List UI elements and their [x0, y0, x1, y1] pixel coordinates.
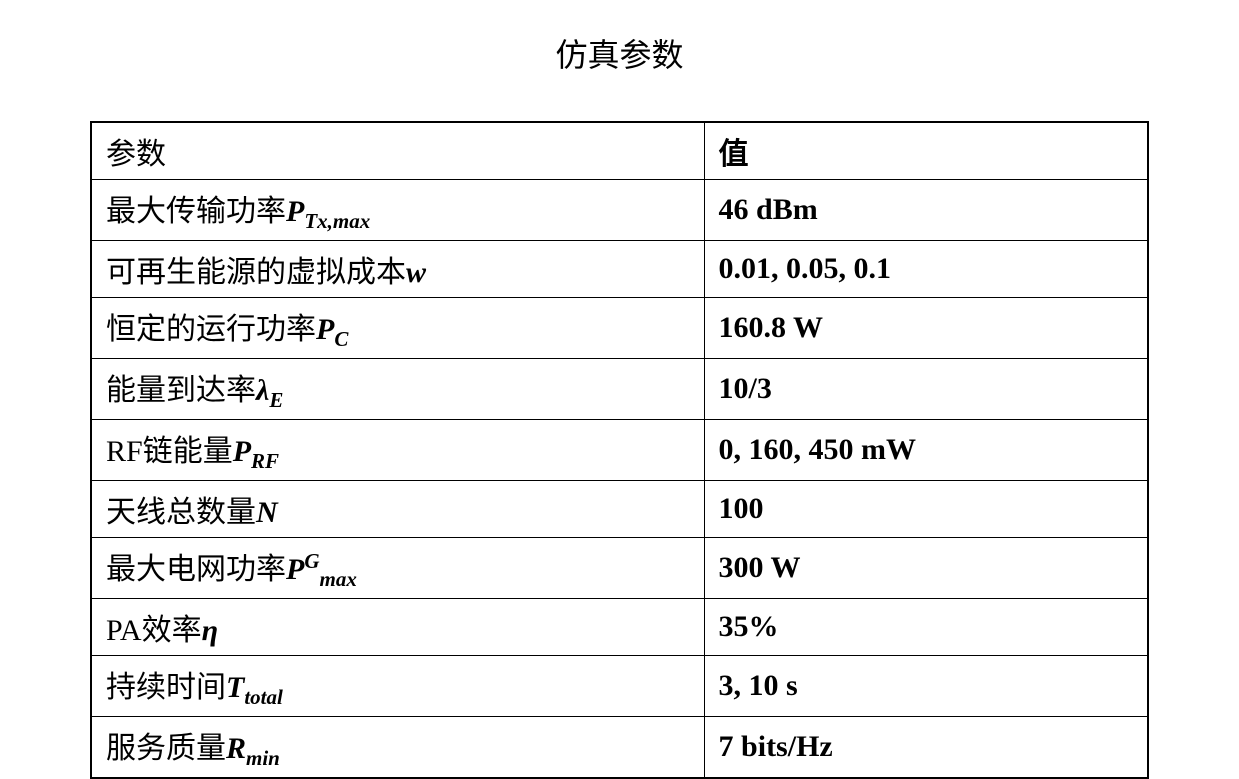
header-param: 参数: [91, 122, 704, 180]
param-symbol-sub: total: [244, 685, 283, 709]
value-cell: 0.01, 0.05, 0.1: [704, 241, 1148, 298]
param-symbol-sub: min: [246, 746, 280, 770]
value-cell: 35%: [704, 599, 1148, 656]
param-symbol: P: [316, 313, 334, 346]
param-label: 恒定的运行功率: [106, 313, 316, 346]
param-cell: 服务质量Rmin: [91, 717, 704, 779]
table-header-row: 参数 值: [91, 122, 1148, 180]
param-cell: 持续时间Ttotal: [91, 656, 704, 717]
param-symbol: λ: [256, 374, 269, 407]
table-body: 参数 值 最大传输功率PTx,max46 dBm可再生能源的虚拟成本w0.01,…: [91, 122, 1148, 778]
param-cell: 能量到达率λE: [91, 359, 704, 420]
param-cell: 天线总数量N: [91, 481, 704, 538]
table-row: 最大传输功率PTx,max46 dBm: [91, 180, 1148, 241]
param-label: 能量到达率: [106, 374, 256, 407]
value-cell: 7 bits/Hz: [704, 717, 1148, 779]
param-symbol-sub: E: [269, 388, 283, 412]
param-symbol-sub: Tx,max: [304, 209, 370, 233]
header-value: 值: [704, 122, 1148, 180]
param-label: 可再生能源的虚拟成本: [106, 256, 406, 289]
table-row: RF链能量PRF0, 160, 450 mW: [91, 420, 1148, 481]
param-cell: 恒定的运行功率PC: [91, 298, 704, 359]
param-label: RF链能量: [106, 435, 233, 468]
param-symbol-sub: RF: [251, 449, 279, 473]
param-cell: 最大传输功率PTx,max: [91, 180, 704, 241]
param-cell: 最大电网功率PGmax: [91, 538, 704, 599]
param-symbol-sub: C: [334, 327, 348, 351]
table-row: 最大电网功率PGmax300 W: [91, 538, 1148, 599]
param-label: 最大电网功率: [106, 553, 286, 586]
value-cell: 10/3: [704, 359, 1148, 420]
param-symbol: P: [233, 435, 251, 468]
param-symbol: T: [226, 671, 244, 704]
param-label: PA效率: [106, 614, 202, 647]
table-row: 可再生能源的虚拟成本w0.01, 0.05, 0.1: [91, 241, 1148, 298]
table-row: 天线总数量N100: [91, 481, 1148, 538]
param-symbol: R: [226, 732, 246, 765]
table-row: 能量到达率λE10/3: [91, 359, 1148, 420]
parameters-table: 参数 值 最大传输功率PTx,max46 dBm可再生能源的虚拟成本w0.01,…: [90, 121, 1149, 779]
table-row: 服务质量Rmin7 bits/Hz: [91, 717, 1148, 779]
param-symbol: w: [406, 256, 426, 289]
value-cell: 300 W: [704, 538, 1148, 599]
param-symbol: N: [256, 496, 278, 529]
param-label: 服务质量: [106, 732, 226, 765]
value-cell: 0, 160, 450 mW: [704, 420, 1148, 481]
table-row: PA效率η35%: [91, 599, 1148, 656]
table-row: 持续时间Ttotal3, 10 s: [91, 656, 1148, 717]
value-cell: 46 dBm: [704, 180, 1148, 241]
param-symbol: η: [202, 614, 218, 647]
param-cell: 可再生能源的虚拟成本w: [91, 241, 704, 298]
param-symbol-sup: G: [304, 549, 319, 573]
table-row: 恒定的运行功率PC160.8 W: [91, 298, 1148, 359]
param-symbol: P: [286, 195, 304, 228]
param-symbol-sub: max: [320, 567, 357, 591]
param-cell: RF链能量PRF: [91, 420, 704, 481]
value-cell: 3, 10 s: [704, 656, 1148, 717]
param-label: 持续时间: [106, 671, 226, 704]
value-cell: 100: [704, 481, 1148, 538]
param-symbol: P: [286, 553, 304, 586]
value-cell: 160.8 W: [704, 298, 1148, 359]
param-label: 天线总数量: [106, 496, 256, 529]
page-title: 仿真参数: [90, 30, 1149, 76]
param-label: 最大传输功率: [106, 195, 286, 228]
param-cell: PA效率η: [91, 599, 704, 656]
